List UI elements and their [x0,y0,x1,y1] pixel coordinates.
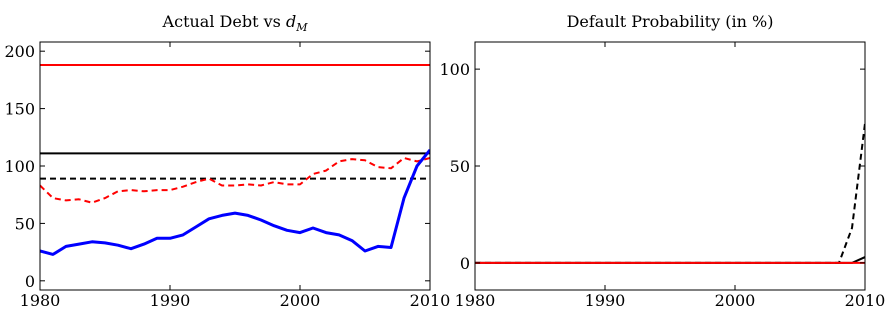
y-tick-label: 150 [4,100,35,119]
x-tick-label: 2010 [845,291,886,310]
x-tick-label: 2010 [410,291,451,310]
x-tick-label: 2000 [280,291,321,310]
y-tick-label: 100 [4,157,35,176]
x-tick-label: 2000 [715,291,756,310]
y-tick-label: 50 [15,214,35,233]
x-tick-label: 1980 [20,291,61,310]
ticks-layer: 1980 1990 2000 2010 0 50 100 150 200 [4,42,450,310]
chart-title: Actual Debt vs dM [162,12,309,34]
series-layer [40,64,430,256]
chart-title-var: d [286,12,296,31]
x-tick-label: 1990 [585,291,626,310]
plot-frame [39,41,431,291]
x-tick-label: 1990 [150,291,191,310]
chart-title: Default Probability (in %) [567,12,774,31]
y-tick-label: 0 [25,272,35,291]
y-tick-label: 50 [450,157,470,176]
series-line-3 [40,157,430,204]
y-tick-label: 200 [4,42,35,61]
y-tick-label: 100 [439,60,470,79]
series-line-4 [40,148,430,256]
x-tick-label: 1980 [455,291,496,310]
ticks-layer: 1980 1990 2000 2010 0 50 100 [439,42,885,310]
plot-frame [474,41,866,291]
chart-actual-debt: Actual Debt vs dM 1980 1990 2000 2010 0 50 100… [4,12,450,310]
series-layer [475,123,865,264]
chart-title-main: Actual Debt vs [162,12,286,31]
series-line-1 [475,123,865,264]
chart-default-probability: Default Probability (in %) 1980 1990 2000 2… [439,12,885,310]
chart-title-sub: M [295,21,308,34]
y-tick-label: 0 [460,254,470,273]
